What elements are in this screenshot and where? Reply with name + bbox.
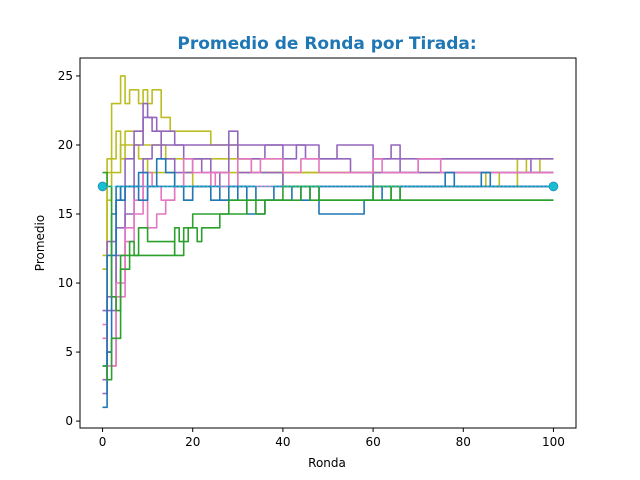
series-line-5 [102,116,554,395]
series-line-7 [102,158,554,367]
y-tick-label: 25 [58,69,73,83]
plot-frame [79,57,577,429]
y-axis-label: Promedio [33,215,47,271]
y-tick-label: 5 [65,345,73,359]
series-group [102,75,554,409]
series-line-8 [102,158,554,367]
x-tick-label: 80 [456,435,471,449]
series-line-9 [102,158,554,409]
reference-line-group [97,181,559,192]
y-tick-label: 15 [58,207,73,221]
x-tick-label: 40 [275,435,290,449]
series-line-11 [102,185,554,381]
y-tick-label: 20 [58,138,73,152]
y-tick-label: 0 [65,414,73,428]
series-line-12 [102,171,554,312]
x-axis-label: Ronda [308,456,346,470]
y-axis: 0 5 10 15 20 25 [58,69,80,428]
series-line-4 [102,102,554,312]
x-axis: 0 20 40 60 80 100 [99,428,565,449]
x-tick-label: 100 [542,435,565,449]
x-tick-label: 60 [365,435,380,449]
y-tick-label: 10 [58,276,73,290]
chart-title: Promedio de Ronda por Tirada: [177,34,476,54]
reference-marker-1 [97,181,108,192]
x-tick-label: 0 [99,435,107,449]
x-tick-label: 20 [185,435,200,449]
reference-marker-2 [548,181,559,192]
